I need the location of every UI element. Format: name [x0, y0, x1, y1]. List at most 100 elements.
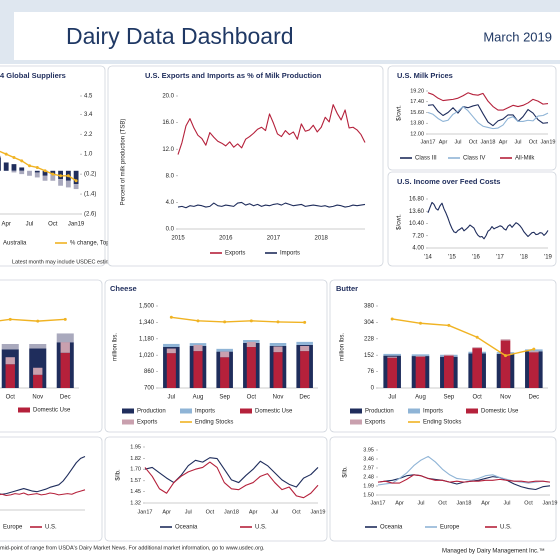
x-tick-label: '15 [448, 255, 456, 261]
legend-swatch [350, 408, 362, 414]
x-tick-label: Jan17 [371, 500, 386, 506]
bar [193, 351, 203, 388]
bar [300, 351, 310, 388]
y-tick-label: 76 [367, 369, 374, 375]
y-tick-label: 16.80 [409, 197, 425, 203]
x-tick-label: Sep [219, 395, 230, 401]
x-tick-label: Dec [60, 395, 71, 401]
chart-title: Cheese [110, 284, 137, 293]
x-tick-label: Apr [2, 222, 11, 228]
line-point [36, 319, 40, 323]
x-tick-label: Jan19 [541, 139, 556, 145]
x-tick-label: Jul [417, 500, 424, 506]
bar [500, 339, 511, 341]
y-tick-label: 4.0 [166, 200, 175, 206]
x-tick-label: Dec [299, 395, 310, 401]
legend-label: U.S. [45, 525, 57, 531]
line [0, 455, 86, 495]
y-tick-label: 17.40 [410, 99, 424, 105]
x-tick-label: Jan19 [543, 500, 558, 506]
footer-note: mid-point of range from USDA's Dairy Mar… [0, 545, 265, 551]
x-tick-label: 2017 [267, 236, 281, 242]
chart-title: Butter [336, 284, 358, 293]
chart-title: 4 Global Suppliers [0, 71, 66, 80]
y-tick-label: 13.80 [410, 121, 424, 127]
y-tick-label: 1.50 [363, 492, 374, 498]
y-tick-label: 2.48 [363, 474, 374, 480]
bar [73, 170, 79, 185]
bar [58, 179, 63, 186]
y-tick-label: 1,180 [139, 336, 155, 342]
y-tick-label: 12.0 [162, 147, 174, 153]
bar [50, 174, 56, 181]
bar [5, 357, 15, 365]
y-tick-label: 10.40 [409, 221, 425, 227]
legend-label: Oceania [380, 525, 403, 531]
bar [60, 352, 70, 388]
y-tick-label: 0.0 [166, 227, 175, 233]
bar [193, 344, 203, 352]
x-tick-label: Jul [454, 139, 461, 145]
line [177, 104, 366, 155]
legend-label: Class IV [463, 156, 485, 162]
panel [0, 65, 106, 267]
line-point [532, 347, 536, 351]
x-tick-label: Nov [273, 395, 284, 401]
line-point [419, 321, 422, 325]
x-tick-label: '18 [520, 255, 528, 261]
bar [246, 347, 256, 388]
line [427, 92, 549, 111]
y-tick-label: 1.82 [130, 456, 141, 462]
x-tick-label: Oct [472, 395, 482, 401]
x-tick-label: Jan18 [224, 509, 239, 515]
legend-label: Ending Stocks [195, 420, 233, 426]
y2-tick-label: 2.2 [84, 132, 93, 138]
bar [0, 157, 1, 171]
x-tick-label: Apr [249, 509, 258, 515]
panel [107, 65, 384, 267]
line-point [8, 317, 12, 321]
bar [0, 155, 1, 158]
bar [269, 343, 287, 346]
panel [387, 65, 557, 171]
y-axis-label: $/lb. [343, 466, 349, 478]
x-tick-label: 2018 [315, 236, 329, 242]
x-tick-label: Oct [6, 395, 16, 401]
x-tick-label: Sep [443, 395, 454, 401]
bar [415, 355, 426, 357]
line-point [196, 319, 200, 323]
bar [444, 355, 454, 388]
y-axis-label: $/lb. [116, 469, 122, 481]
x-tick-label: Oct [292, 509, 301, 515]
bar [166, 348, 176, 354]
y-tick-label: 3.95 [363, 447, 374, 453]
y-tick-label: 152 [364, 353, 375, 359]
y-tick-label: 3.46 [363, 456, 374, 462]
line-point [43, 169, 47, 173]
y-axis-label: Percent of milk production (TSB) [121, 119, 127, 206]
y2-tick-label: (1.4) [84, 192, 96, 198]
bar [273, 352, 283, 388]
bar [29, 344, 47, 349]
bar [243, 340, 260, 343]
chart-title: U.S. Exports and Imports as % of Milk Pr… [145, 71, 322, 80]
bar [411, 354, 430, 357]
legend-swatch [466, 408, 478, 414]
x-tick-label: Jul [514, 139, 521, 145]
x-tick-label: Oct [438, 500, 447, 506]
panel [387, 171, 557, 267]
line-point [169, 315, 173, 319]
chart-title: U.S. Income over Feed Costs [397, 177, 500, 186]
x-tick-label: Aug [193, 395, 204, 401]
x-tick-label: Jul [167, 395, 175, 401]
bar [444, 354, 454, 356]
y-tick-label: 8.0 [166, 173, 175, 179]
bar [216, 348, 233, 352]
y2-tick-label: 4.5 [84, 94, 93, 100]
line [144, 461, 319, 499]
y-tick-label: 4.00 [412, 246, 424, 252]
footer-credit: Managed by Dairy Management Inc.™ [442, 548, 545, 555]
x-tick-label: '17 [496, 255, 504, 261]
x-tick-label: Jan19 [68, 222, 85, 228]
bar [415, 356, 426, 388]
